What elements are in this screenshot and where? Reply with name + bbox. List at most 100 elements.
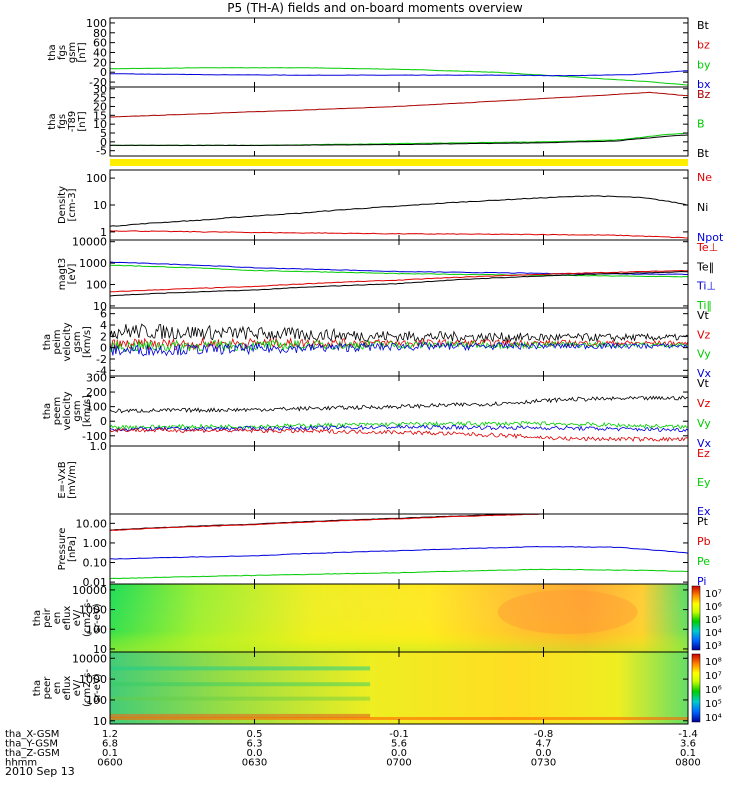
series-line-fgs-t89-bz <box>109 91 689 118</box>
series-line-temp-te <box>109 270 689 297</box>
panel-exb: 1.0 E=-VxB [mV/m] Ez Ey Ex <box>57 440 711 518</box>
ephemeris-value: 0800 <box>675 758 700 769</box>
y-tick-label: 100 <box>86 279 107 292</box>
y-axis-label: eV/ <box>72 609 83 626</box>
y-axis-label: [nPa] <box>67 536 78 562</box>
panel-peem-velocity: 300 200 1000 -100 tha peem velocity gsm [km/s] Vt… <box>42 371 712 450</box>
y-axis-label: sr-eV) <box>92 673 103 702</box>
flag-band <box>110 159 688 166</box>
series-line-temp-te <box>109 269 689 293</box>
y-tick-label: 1.00 <box>83 537 108 550</box>
y-tick-label: 30 <box>93 83 107 96</box>
legend-entry: Ey <box>697 476 711 489</box>
y-axis-label: gsm <box>67 42 78 63</box>
colorbar <box>691 585 701 651</box>
y-tick-label: 10 <box>93 715 107 728</box>
spectrogram-streak <box>110 666 371 671</box>
y-tick-label: 10000 <box>72 236 107 249</box>
legend-entry: Ni <box>697 201 708 214</box>
legend-entry: Pt <box>697 515 709 528</box>
series-line-peem-velocity-vy <box>109 420 689 430</box>
legend-entry: Vy <box>697 417 711 430</box>
ephemeris-label: tha_Y-GSM <box>5 739 58 750</box>
legend-entry: Bt <box>697 147 710 160</box>
y-tick-label: -4 <box>96 364 107 377</box>
legend-entry: Bt <box>697 19 710 32</box>
y-tick-label: 10 <box>93 300 107 313</box>
y-tick-label: 1000 <box>79 604 107 617</box>
spectrogram-shade <box>110 584 688 652</box>
y-tick-label: 6 <box>100 308 107 321</box>
y-tick-label: 15 <box>93 109 107 122</box>
y-axis-label: magt3 <box>57 258 68 291</box>
legend-entry: Ti⊥ <box>696 280 716 293</box>
ephemeris-value: 0.0 <box>247 748 263 759</box>
panel-peer-spectrogram: 10000 1000 100 10 tha peer en eflux eV/(cm2-s-sr… <box>32 651 722 728</box>
series-line-fgs-bx <box>109 70 689 77</box>
y-axis-label: tha <box>42 334 53 350</box>
legend-entry: by <box>697 58 711 71</box>
y-axis-label: Pressure <box>57 528 68 571</box>
panel-frame <box>109 445 689 515</box>
y-axis-label: peir <box>42 607 53 627</box>
legend-entry: Vt <box>697 309 710 322</box>
y-tick-label: 0 <box>100 342 107 355</box>
y-tick-label: 40 <box>93 47 107 60</box>
y-axis-label: tha <box>47 44 58 60</box>
legend-entry: Pi <box>697 575 706 588</box>
series-line-temp-ti <box>109 261 688 275</box>
legend-entry: Ez <box>697 447 710 460</box>
panel-temp: 10000 1000 100 10 magt3 [eV] Te⊥ Te‖ Ti⊥ Ti‖ <box>57 236 718 313</box>
date-label: 2010 Sep 13 <box>5 765 75 778</box>
ephemeris-value: 0.0 <box>536 748 552 759</box>
colorbar-label: 10⁶ <box>705 602 722 613</box>
y-axis-label: sr-eV) <box>92 603 103 632</box>
legend-entry: Te‖ <box>696 260 714 273</box>
legend-entry: bz <box>697 39 710 52</box>
y-tick-label: 10000 <box>72 652 107 665</box>
legend-entry: Vz <box>697 397 711 410</box>
colorbar-label: 10⁵ <box>705 615 722 626</box>
ephemeris-value: 0730 <box>531 758 556 769</box>
y-axis-label: velocity <box>62 391 73 430</box>
y-tick-label: 100 <box>86 694 107 707</box>
y-tick-label: 10.00 <box>76 517 108 530</box>
y-axis-label: eflux <box>62 606 73 631</box>
legend-entry: B <box>697 118 705 131</box>
y-tick-label: -100 <box>82 430 107 443</box>
ephemeris-value: 0600 <box>97 758 122 769</box>
colorbar-label: 10⁸ <box>705 657 722 668</box>
legend-entry: Vx <box>697 437 712 450</box>
y-tick-label: 10000 <box>72 584 107 597</box>
y-axis-label: peem <box>52 397 63 425</box>
series-line-fgs-t89-bt <box>109 134 689 147</box>
y-axis-label: E=-VxB <box>57 461 68 498</box>
legend-entry: bx <box>697 78 711 91</box>
legend-entry: Vx <box>697 367 712 380</box>
spectrogram-streak <box>110 696 371 701</box>
colorbar-label: 10⁵ <box>705 699 722 710</box>
y-axis-label: [km/s] <box>82 326 93 358</box>
legend-entry: Ex <box>697 505 711 518</box>
spectrogram-fill <box>110 652 688 724</box>
y-axis-label: (cm2-s- <box>82 599 93 637</box>
y-tick-label: 2 <box>100 330 107 343</box>
y-tick-label: 20 <box>93 100 107 113</box>
y-tick-label: 0.10 <box>83 557 108 570</box>
y-axis-label: [cm-3] <box>67 188 78 221</box>
y-axis-label: peer <box>42 676 53 700</box>
y-axis-label: velocity <box>62 322 73 361</box>
y-axis-label: [nT] <box>77 111 88 131</box>
y-tick-label: 100 <box>86 401 107 414</box>
series-line-pressure-pi <box>109 545 689 560</box>
ephemeris-value: 3.6 <box>680 739 696 750</box>
legend-entry: Pe <box>697 555 710 568</box>
colorbar-label: 10⁶ <box>705 685 722 696</box>
ephemeris-value: -0.1 <box>389 729 409 740</box>
y-tick-label: -20 <box>89 76 107 89</box>
series-line-fgs-by <box>109 67 689 86</box>
y-tick-label: 80 <box>93 27 107 40</box>
spectrogram-streak <box>110 682 371 687</box>
